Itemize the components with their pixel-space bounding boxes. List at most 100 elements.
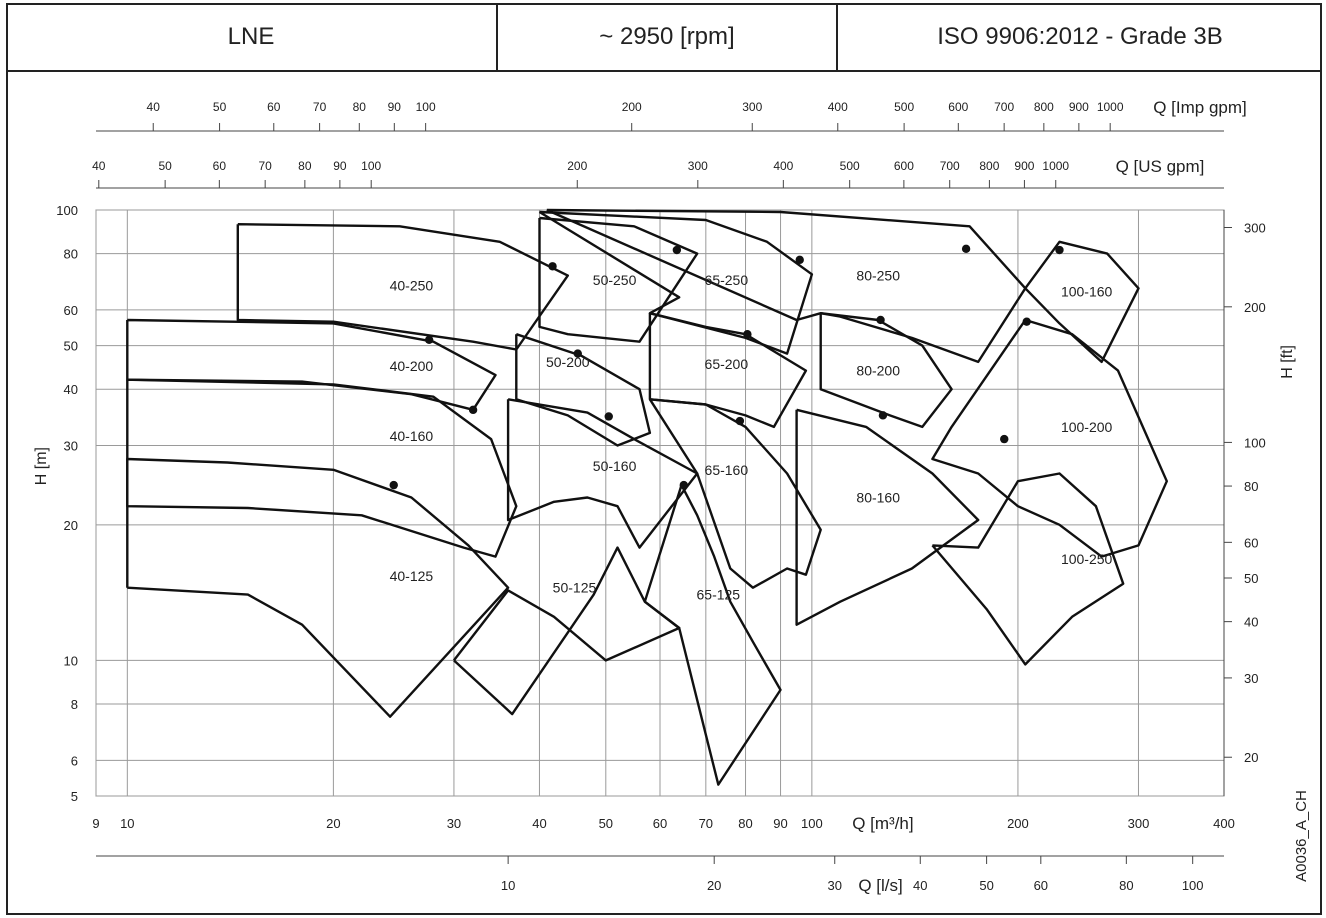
pump-curves [126, 208, 1168, 786]
us-tick-label: 40 [92, 159, 106, 173]
pump-envelope-50-125 [452, 546, 681, 716]
pump-label-50-200: 50-200 [546, 354, 590, 370]
pump-envelope-80-250 [546, 208, 1027, 364]
us-tick-label: 600 [894, 159, 914, 173]
x-tick-label: 20 [326, 816, 340, 831]
pump-envelope-100-160 [1024, 240, 1140, 364]
bep-point-40-250 [548, 262, 557, 271]
x-tick-label: 100 [801, 816, 823, 831]
pump-label-65-160: 65-160 [705, 462, 749, 478]
imp-tick-label: 700 [994, 100, 1014, 114]
us-axis-title: Q [US gpm] [1116, 157, 1205, 176]
imp-tick-label: 40 [147, 100, 161, 114]
pump-envelope-80-200 [819, 312, 953, 429]
bep-point-65-125 [679, 480, 688, 490]
pump-label-40-160: 40-160 [390, 428, 434, 444]
us-tick-label: 500 [840, 159, 860, 173]
x-tick-label: 70 [699, 816, 713, 831]
best-efficiency-points [389, 244, 1064, 490]
y-tick-label: 40 [64, 382, 78, 397]
imp-tick-label: 70 [313, 100, 327, 114]
pump-label-65-250: 65-250 [705, 272, 749, 288]
imp-tick-label: 900 [1069, 100, 1089, 114]
bep-point-50-200 [573, 349, 582, 358]
ft-tick-label: 30 [1244, 671, 1258, 686]
pump-envelope-65-250 [538, 210, 814, 355]
y-tick-label: 8 [71, 697, 78, 712]
pump-label-100-250: 100-250 [1061, 551, 1113, 567]
ft-tick-label: 200 [1244, 300, 1266, 315]
x-tick-label: 9 [92, 816, 99, 831]
x-tick-label: 30 [447, 816, 461, 831]
pump-envelope-65-160 [648, 398, 822, 589]
lps-axis-title: Q [l/s] [858, 876, 902, 895]
bep-point-65-200 [743, 329, 752, 339]
lps-tick-label: 40 [913, 878, 927, 893]
y-tick-label: 60 [64, 303, 78, 318]
bep-point-80-200 [876, 315, 885, 325]
y-tick-label: 5 [71, 789, 78, 804]
x-tick-label: 60 [653, 816, 667, 831]
pump-label-100-160: 100-160 [1061, 283, 1113, 299]
lps-tick-label: 80 [1119, 878, 1133, 893]
bep-point-100-250 [1000, 434, 1009, 444]
imp-tick-label: 200 [622, 100, 642, 114]
bep-point-65-250 [795, 255, 804, 265]
us-tick-label: 800 [979, 159, 999, 173]
y-tick-label: 6 [71, 753, 78, 768]
bep-point-80-250 [961, 244, 971, 254]
imp-tick-label: 800 [1034, 100, 1054, 114]
y-tick-label: 10 [64, 653, 78, 668]
us-tick-label: 60 [213, 159, 227, 173]
lps-tick-label: 30 [828, 878, 842, 893]
us-tick-label: 400 [773, 159, 793, 173]
us-tick-label: 900 [1014, 159, 1034, 173]
pump-envelope-40-200 [126, 318, 497, 411]
y-tick-label: 80 [64, 247, 78, 262]
imp-tick-label: 50 [213, 100, 227, 114]
lps-tick-label: 100 [1182, 878, 1204, 893]
pump-label-50-160: 50-160 [593, 458, 637, 474]
ft-axis-title: H [ft] [1279, 345, 1296, 379]
x-tick-label: 50 [599, 816, 613, 831]
axes: 9 10 20 30 40 50 60 70 80 90 100 200 300 400 Q [m³/h] 5… [33, 98, 1296, 895]
document-code: A0036_A_CH [1293, 790, 1310, 882]
pump-envelope-50-200 [515, 333, 652, 447]
pump-label-40-125: 40-125 [390, 568, 434, 584]
bep-point-100-200 [1022, 317, 1031, 326]
x-tick-label: 10 [120, 816, 134, 831]
bep-point-50-250 [672, 245, 682, 255]
pump-envelope-65-200 [648, 312, 808, 429]
pump-label-65-200: 65-200 [705, 356, 749, 372]
y-axis-title: H [m] [33, 447, 50, 485]
ft-tick-label: 100 [1244, 435, 1266, 450]
pump-envelope-100-200 [931, 318, 1168, 558]
speed-label: ~ 2950 [rpm] [496, 3, 836, 70]
y-tick-label: 30 [64, 439, 78, 454]
imp-tick-label: 60 [267, 100, 281, 114]
imp-tick-label: 300 [742, 100, 762, 114]
pump-envelope-40-125 [126, 457, 510, 718]
y-tick-label: 50 [64, 339, 78, 354]
x-tick-label: 300 [1128, 816, 1150, 831]
pump-envelope-50-160 [506, 398, 699, 549]
bep-point-50-160 [604, 412, 613, 421]
pump-envelope-65-125 [643, 483, 782, 786]
lps-tick-label: 20 [707, 878, 721, 893]
us-tick-label: 90 [333, 159, 347, 173]
imp-tick-label: 500 [894, 100, 914, 114]
us-tick-label: 300 [688, 159, 708, 173]
ft-tick-label: 40 [1244, 615, 1258, 630]
pump-label-50-125: 50-125 [553, 580, 597, 596]
pump-label-80-250: 80-250 [856, 268, 900, 284]
ft-tick-label: 60 [1244, 535, 1258, 550]
us-tick-label: 100 [361, 159, 381, 173]
imp-tick-label: 100 [416, 100, 436, 114]
pump-label-50-250: 50-250 [593, 272, 637, 288]
header-bar: LNE ~ 2950 [rpm] ISO 9906:2012 - Grade 3… [6, 3, 1322, 72]
lps-tick-label: 10 [501, 878, 515, 893]
pump-envelope-100-250 [931, 472, 1125, 666]
pump-label-100-200: 100-200 [1061, 419, 1113, 435]
